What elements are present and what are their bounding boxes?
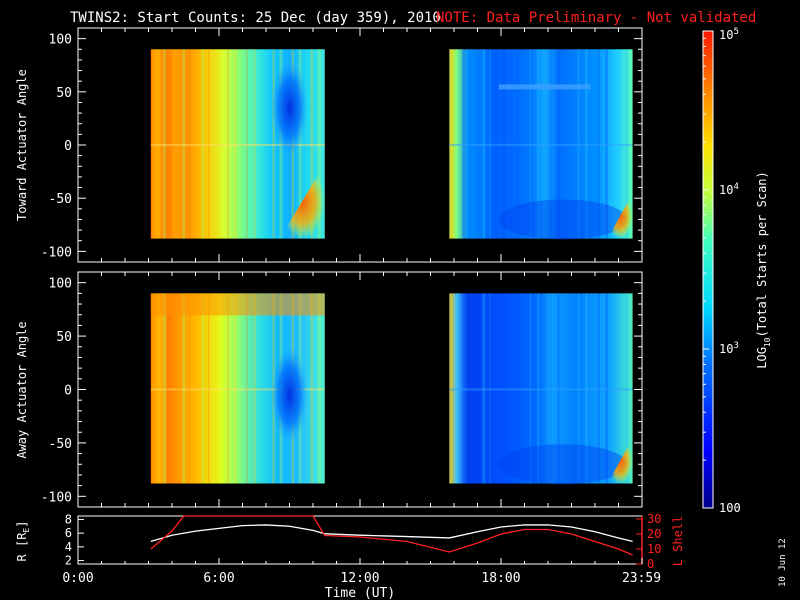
away-y-tick-label: -100 [41, 490, 72, 505]
toward-low-region [498, 199, 628, 240]
date-stamp: 10 Jun 12 [778, 538, 788, 587]
away-y-axis-label: Away Actuator Angle [15, 321, 29, 458]
orbit-lines [150, 515, 633, 556]
toward-x-ticks [77, 28, 643, 262]
colorbar-tick-label: 100 [719, 501, 741, 515]
away-x-ticks [77, 272, 643, 507]
toward-panel: -100 -50 0 50 100 Toward Actuator Angle [15, 27, 643, 263]
colorbar-tick-label: 105 [719, 27, 739, 42]
toward-y-tick-label: 0 [64, 139, 72, 154]
time-tick-label: 6:00 [203, 571, 234, 586]
lshell-axis-label: L Shell [671, 516, 685, 567]
away-panel: -100 -50 0 50 100 Away Actuator Angle [15, 271, 643, 508]
time-tick-label: 18:00 [481, 571, 520, 586]
toward-band [498, 84, 591, 90]
away-hot-region [607, 438, 633, 484]
toward-y-tick-label: 50 [56, 86, 72, 101]
r-axis-label: R [RE] [15, 521, 31, 562]
time-tick-label: 23:59 [622, 571, 661, 586]
away-heatmap [150, 293, 633, 485]
toward-y-axis: -100 -50 0 50 100 [41, 33, 642, 260]
chart-title: TWINS2: Start Counts: 25 Dec (day 359), … [70, 10, 441, 26]
away-zero-band [449, 388, 633, 391]
colorbar-label: LOG10(Total Starts per Scan) [755, 171, 772, 369]
r-tick-label: 8 [65, 512, 72, 526]
away-zero-band [150, 388, 325, 391]
away-y-tick-label: 100 [49, 277, 72, 292]
lshell-tick-label: 10 [647, 542, 661, 556]
toward-y-axis-label: Toward Actuator Angle [15, 69, 29, 221]
away-y-tick-label: -50 [49, 437, 72, 452]
orbit-panel-frame [77, 515, 643, 565]
r-distance-line [150, 524, 633, 543]
time-tick-label: 0:00 [62, 571, 93, 586]
colorbar-tick-label: 103 [719, 341, 739, 356]
lshell-tick-label: 20 [647, 527, 661, 541]
data-note: NOTE: Data Preliminary - Not validated [436, 10, 756, 26]
toward-zero-band [449, 143, 633, 146]
away-y-tick-label: 0 [64, 384, 72, 399]
toward-y-tick-label: -50 [49, 192, 72, 207]
toward-y-tick-label: 100 [49, 33, 72, 48]
lshell-tick-label: 30 [647, 512, 661, 526]
away-depletion-region [271, 346, 308, 443]
r-tick-label: 2 [65, 554, 72, 568]
toward-heatmap [150, 49, 633, 240]
colorbar-ticks: 100 103 104 105 [703, 27, 741, 515]
r-tick-label: 4 [65, 540, 72, 554]
toward-y-tick-label: -100 [41, 245, 72, 260]
colorbar-tick-label: 104 [719, 182, 739, 197]
time-axis: 0:00 6:00 12:00 18:00 23:59 [62, 558, 661, 586]
lshell-line [150, 515, 633, 556]
away-y-axis: -100 -50 0 50 100 [41, 277, 642, 505]
time-axis-label: Time (UT) [325, 586, 395, 600]
toward-hot-region [279, 163, 325, 239]
lshell-tick-label: 0 [647, 557, 654, 571]
toward-hot-region [607, 193, 633, 239]
colorbar: 100 103 104 105 LOG10(Total Starts per Scan… [702, 27, 772, 515]
toward-zero-band [150, 143, 325, 146]
r-tick-label: 6 [65, 526, 72, 540]
away-y-tick-label: 50 [56, 330, 72, 345]
time-tick-label: 12:00 [340, 571, 379, 586]
away-low-region [498, 444, 628, 485]
toward-depletion-region [271, 59, 308, 156]
colorbar-scale [702, 30, 714, 509]
away-hot-band [150, 293, 325, 316]
